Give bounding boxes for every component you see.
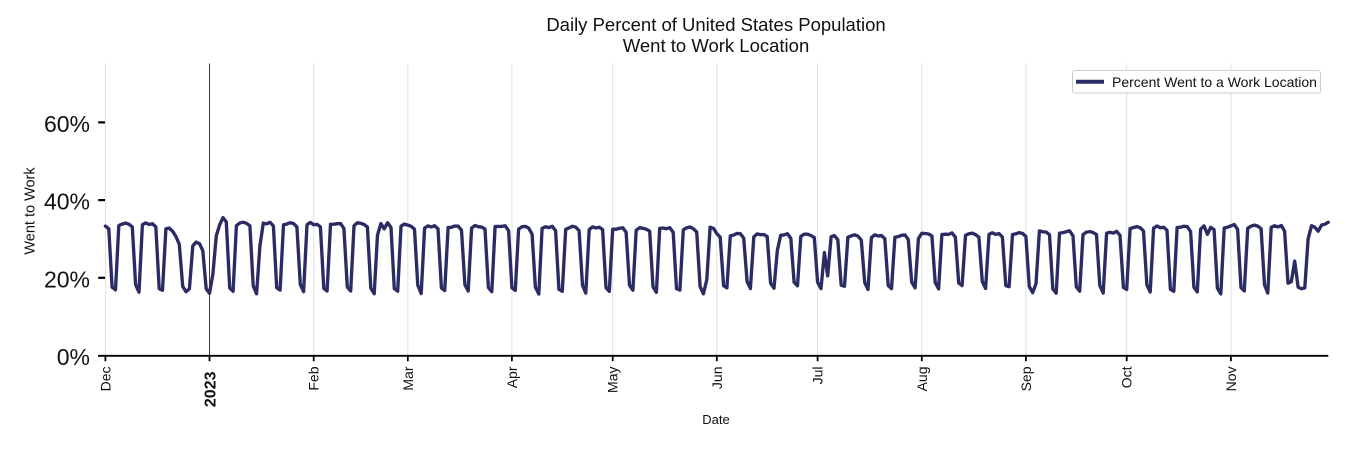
svg-text:Date: Date [702, 412, 729, 427]
svg-text:Mar: Mar [400, 366, 416, 390]
svg-text:Percent Went to a Work Locatio: Percent Went to a Work Location [1112, 74, 1317, 90]
svg-text:0%: 0% [57, 344, 90, 370]
svg-text:40%: 40% [44, 189, 90, 215]
svg-text:Feb: Feb [306, 366, 322, 390]
svg-text:2023: 2023 [203, 371, 220, 407]
svg-text:May: May [605, 367, 621, 393]
svg-text:Apr: Apr [504, 366, 520, 388]
svg-text:Nov: Nov [1223, 367, 1239, 392]
svg-text:Daily Percent of United States: Daily Percent of United States Populatio… [546, 14, 885, 35]
svg-text:Sep: Sep [1018, 366, 1034, 391]
svg-text:Jun: Jun [709, 367, 725, 390]
svg-text:Went to Work: Went to Work [23, 167, 39, 255]
svg-text:60%: 60% [44, 111, 90, 137]
svg-text:Oct: Oct [1119, 366, 1135, 388]
svg-text:Jul: Jul [810, 367, 826, 385]
svg-text:Aug: Aug [914, 367, 930, 392]
svg-text:Went to Work Location: Went to Work Location [623, 35, 809, 56]
svg-text:20%: 20% [44, 266, 90, 292]
svg-text:Dec: Dec [97, 367, 113, 392]
